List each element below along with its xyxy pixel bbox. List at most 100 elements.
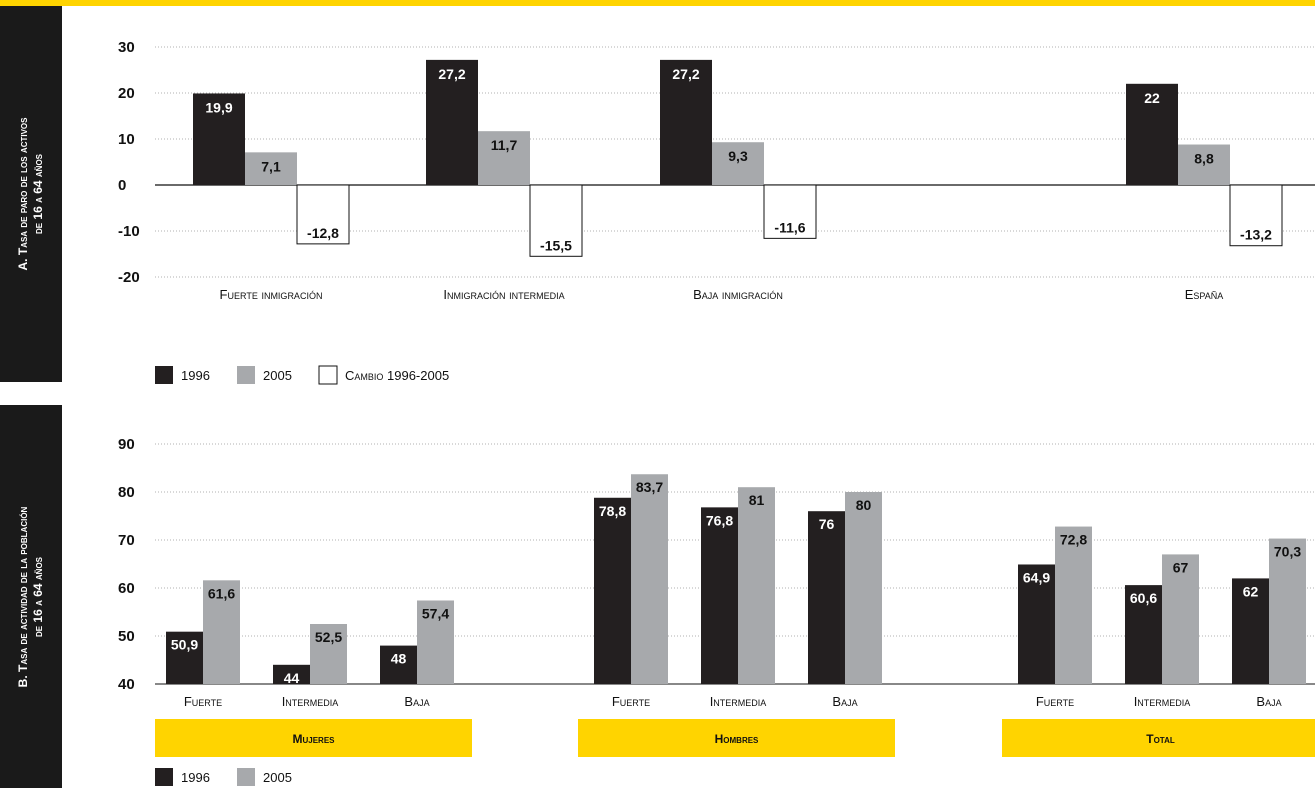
category-label: Inmigración intermedia	[443, 287, 564, 302]
data-label: 50,9	[171, 637, 198, 653]
data-label: 22	[1144, 90, 1160, 106]
data-label: 44	[284, 670, 300, 686]
y-tick-label: -10	[118, 223, 140, 240]
data-label: 70,3	[1274, 544, 1301, 560]
bar-2005	[1055, 526, 1092, 684]
y-tick-label: 50	[118, 628, 135, 645]
category-label: Fuerte	[612, 694, 650, 709]
data-label: -11,6	[774, 219, 805, 235]
bar-cambio-1996-2005	[763, 184, 817, 239]
data-label: 76	[819, 516, 835, 532]
data-label: 48	[391, 651, 407, 667]
bar-1996	[1126, 83, 1178, 185]
legend-label: 1996	[181, 368, 210, 383]
bar-2005	[845, 492, 882, 684]
bar-1996	[193, 93, 245, 185]
legend-swatch	[155, 366, 173, 384]
data-label: 76,8	[706, 512, 733, 528]
category-label: Baja	[404, 694, 429, 709]
data-label: 57,4	[422, 605, 449, 621]
category-label: Baja inmigración	[693, 287, 783, 302]
group-label: Hombres	[715, 732, 759, 746]
data-label: 80	[856, 497, 872, 513]
bar-2005	[1162, 554, 1199, 684]
bar-cambio-1996-2005	[1229, 184, 1283, 247]
group-label: Total	[1146, 732, 1175, 746]
legend-label: 2005	[263, 368, 292, 383]
legend-label: Cambio 1996-2005	[345, 368, 449, 383]
data-label: 19,9	[205, 99, 232, 115]
data-label: 83,7	[636, 479, 663, 495]
data-label: -15,5	[540, 237, 572, 253]
bar-1996	[380, 645, 417, 684]
data-label: 64,9	[1023, 569, 1050, 585]
y-tick-label: 20	[118, 85, 135, 102]
bar-2005	[631, 474, 668, 684]
category-label: Baja	[832, 694, 857, 709]
bar-2005	[712, 142, 764, 185]
category-label: Baja	[1256, 694, 1281, 709]
legend-swatch	[155, 768, 173, 786]
data-label: 62	[1243, 583, 1259, 599]
category-label: Intermedia	[1134, 694, 1191, 709]
data-label: 67	[1173, 559, 1189, 575]
bar-1996	[1125, 585, 1162, 684]
panel-b-side-panel: B. Tasa de actividad de la población de …	[0, 405, 62, 788]
bar-1996	[1018, 564, 1055, 684]
y-tick-label: 80	[118, 484, 135, 501]
bar-2005	[203, 580, 240, 684]
group-banner	[578, 719, 895, 757]
bar-1996	[701, 507, 738, 684]
bar-2005	[478, 131, 530, 185]
panel-a-side-panel: A. Tasa de paro de los activos de 16 a 6…	[0, 6, 62, 382]
data-label: 72,8	[1060, 532, 1087, 548]
category-label: España	[1185, 287, 1224, 302]
data-label: -13,2	[1240, 227, 1272, 243]
legend-swatch	[237, 768, 255, 786]
bar-1996	[273, 664, 310, 684]
data-label: 61,6	[208, 585, 235, 601]
legend-label: 2005	[263, 770, 292, 785]
bar-cambio-1996-2005	[529, 184, 583, 257]
data-label: 8,8	[1194, 151, 1214, 167]
bar-1996	[426, 59, 478, 185]
bar-1996	[1232, 578, 1269, 684]
y-tick-label: 40	[118, 676, 135, 693]
data-label: 27,2	[438, 66, 465, 82]
bar-2005	[1178, 144, 1230, 185]
legend-swatch	[318, 365, 338, 385]
bar-1996	[166, 631, 203, 684]
group-label: Mujeres	[292, 732, 335, 746]
data-label: 7,1	[261, 158, 281, 174]
data-label: 81	[749, 492, 765, 508]
legend-label: 1996	[181, 770, 210, 785]
y-tick-label: 30	[118, 39, 135, 56]
data-label: 52,5	[315, 629, 342, 645]
y-tick-label: 70	[118, 532, 135, 549]
chart-a-unemployment: 30 20 10 0 -10 -20 19,9 7,1 -12,8 Fuerte inmigrac…	[118, 39, 1315, 385]
data-label: 78,8	[599, 503, 626, 519]
category-label: Intermedia	[710, 694, 767, 709]
bar-2005	[310, 624, 347, 684]
group-banner	[1002, 719, 1315, 757]
bar-2005	[1269, 538, 1306, 684]
category-label: Fuerte	[1036, 694, 1074, 709]
data-label: 60,6	[1130, 590, 1157, 606]
category-label: Intermedia	[282, 694, 339, 709]
bar-cambio-1996-2005	[296, 184, 350, 245]
bar-1996	[808, 511, 845, 684]
data-label: 27,2	[672, 66, 699, 82]
y-tick-label: 0	[118, 177, 126, 194]
bar-2005	[245, 152, 297, 185]
category-label: Fuerte inmigración	[220, 287, 323, 302]
y-tick-label: 10	[118, 131, 135, 148]
data-label: -12,8	[307, 225, 339, 241]
y-tick-label: 90	[118, 436, 135, 453]
legend-swatch	[237, 366, 255, 384]
bar-1996	[660, 59, 712, 185]
top-accent-bar	[0, 0, 1315, 6]
data-label: 11,7	[491, 137, 518, 153]
group-banner	[155, 719, 472, 757]
y-tick-label: 60	[118, 580, 135, 597]
